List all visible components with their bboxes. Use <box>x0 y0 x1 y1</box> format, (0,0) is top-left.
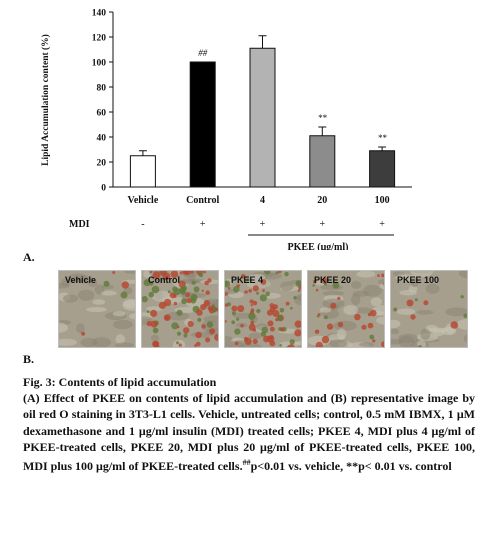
category-label: Control <box>186 195 219 206</box>
micrograph-3: PKEE 4 <box>224 270 302 348</box>
significance-label: ## <box>198 48 208 58</box>
y-tick-label: 20 <box>97 159 107 169</box>
caption-tail: p<0.01 vs. vehicle, **p< 0.01 vs. contro… <box>250 459 452 474</box>
mdi-value: + <box>200 219 206 230</box>
microscopy-image <box>142 271 218 347</box>
y-axis-title: Lipid Accumulation content (%) <box>40 34 51 166</box>
y-tick-label: 100 <box>92 59 107 69</box>
bars-group: ## ** ** <box>129 35 396 188</box>
caption-body: (A) Effect of PKEE on contents of lipid … <box>23 390 475 474</box>
caption-title: Fig. 3: Contents of lipid accumulation <box>23 375 217 389</box>
category-label: 4 <box>260 195 265 206</box>
micrograph-5: PKEE 100 <box>390 270 468 348</box>
significance-label: ** <box>378 133 388 143</box>
panel-b-label: B. <box>23 352 35 366</box>
mdi-value: + <box>379 219 385 230</box>
bar <box>129 155 156 188</box>
mdi-value: + <box>319 219 325 230</box>
category-label: Vehicle <box>128 195 159 206</box>
microscopy-image <box>308 271 384 347</box>
bar <box>249 47 276 188</box>
caption-sup: ## <box>242 458 251 468</box>
lipid-accumulation-chart: Lipid Accumulation content (%) 0 20 40 60 80… <box>40 9 412 250</box>
category-label: 20 <box>317 195 327 206</box>
microscopy-image <box>59 271 135 347</box>
bar <box>309 135 336 188</box>
category-label: 100 <box>375 195 390 206</box>
y-tick-label: 80 <box>97 84 107 94</box>
bar <box>369 150 396 188</box>
micrograph-1: Vehicle <box>58 270 136 348</box>
mdi-value: - <box>141 219 144 230</box>
bar <box>189 61 216 188</box>
micrograph-4: PKEE 20 <box>307 270 385 348</box>
microscopy-image <box>225 271 301 347</box>
micrograph-2: Control <box>141 270 219 348</box>
mdi-row: MDI - + + + + <box>69 219 385 230</box>
micrograph-label: Control <box>148 275 180 285</box>
caption-text: (A) Effect of PKEE on contents of lipid … <box>23 391 475 474</box>
pkee-group-label: PKEE (μg/ml) <box>288 242 349 250</box>
significance-label: ** <box>318 113 328 123</box>
micrograph-label: Vehicle <box>65 275 97 285</box>
micrograph-label: PKEE 4 <box>231 275 264 285</box>
y-tick-label: 120 <box>92 34 107 44</box>
x-axis-categories: Vehicle Control 4 20 100 <box>128 195 390 206</box>
mdi-label: MDI <box>69 219 90 230</box>
figure-caption: Fig. 3: Contents of lipid accumulation (… <box>23 374 475 474</box>
micrograph-label: PKEE 20 <box>314 275 352 285</box>
y-tick-label: 60 <box>97 109 107 119</box>
panel-a-label: A. <box>23 250 35 264</box>
y-tick-label: 140 <box>92 9 107 19</box>
y-axis: 0 20 40 60 80 100 120 140 <box>92 9 412 194</box>
y-tick-label: 40 <box>97 134 107 144</box>
micrograph-label: PKEE 100 <box>397 275 440 285</box>
y-tick-label: 0 <box>101 184 106 194</box>
mdi-value: + <box>260 219 266 230</box>
microscopy-image <box>391 271 467 347</box>
